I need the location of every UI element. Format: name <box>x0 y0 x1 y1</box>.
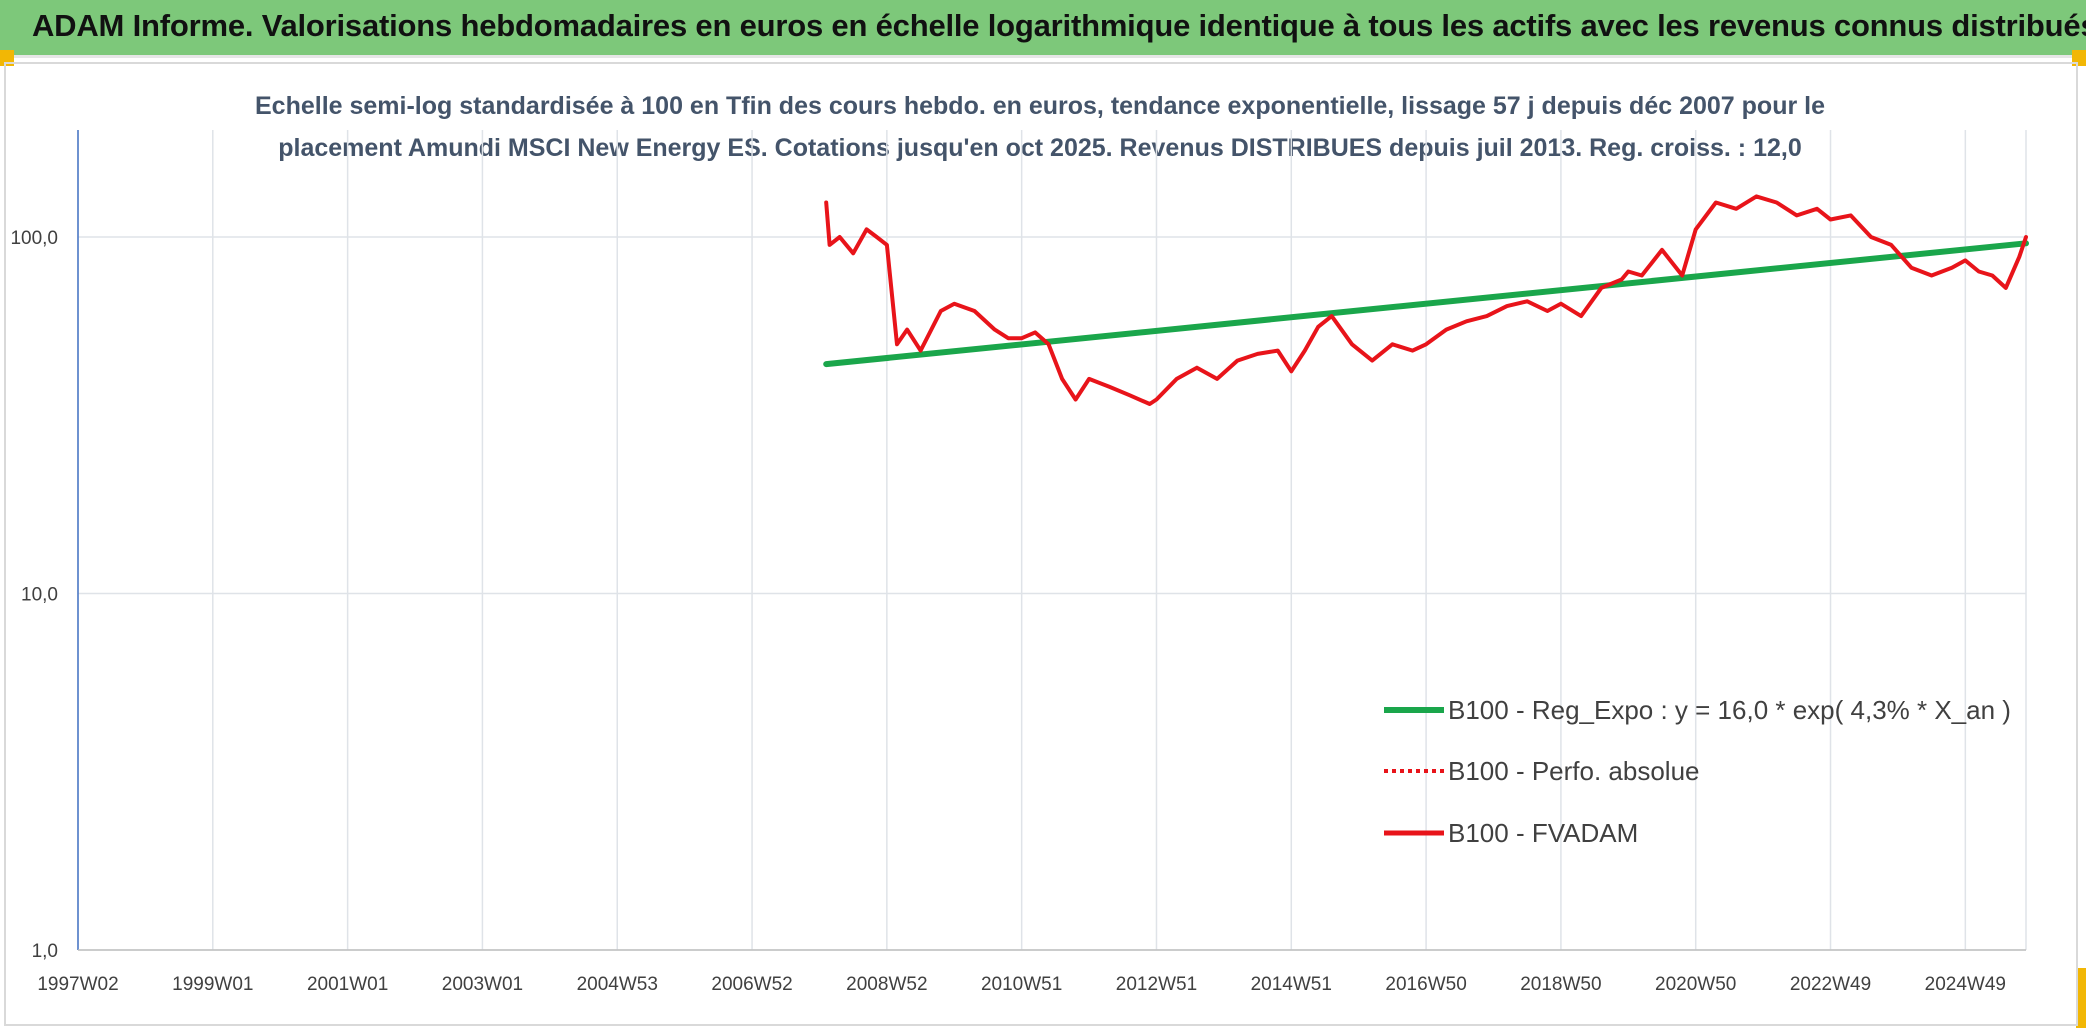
x-tick-label: 2003W01 <box>442 974 523 995</box>
x-tick-label: 1997W02 <box>37 974 118 995</box>
axes <box>77 130 2026 951</box>
x-tick-label: 1999W01 <box>172 974 253 995</box>
corner-marker-bottom-right <box>2076 968 2086 1028</box>
y-tick-label: 100,0 <box>10 228 58 249</box>
x-tick-label: 2006W52 <box>711 974 792 995</box>
x-tick-label: 2014W51 <box>1251 974 1332 995</box>
series-lines <box>823 194 2029 406</box>
x-tick-label: 2022W49 <box>1790 974 1871 995</box>
gridlines <box>77 130 2027 951</box>
report-title: ADAM Informe. Valorisations hebdomadaire… <box>32 8 2086 43</box>
legend: B100 - Reg_Expo : y = 16,0 * exp( 4,3% *… <box>1384 695 2011 848</box>
y-tick-label: 10,0 <box>21 585 58 606</box>
x-tick-label: 2020W50 <box>1655 974 1736 995</box>
chart-subtitle-line-1: Echelle semi-log standardisée à 100 en T… <box>255 92 1825 120</box>
x-tick-label: 2018W50 <box>1520 974 1601 995</box>
x-tick-label: 2016W50 <box>1385 974 1466 995</box>
x-tick-label: 2004W53 <box>577 974 658 995</box>
series-line-2 <box>824 194 2028 406</box>
x-tick-label: 2008W52 <box>846 974 927 995</box>
chart-subtitle-line-2: placement Amundi MSCI New Energy ES. Cot… <box>278 134 1801 162</box>
y-tick-label: 1,0 <box>32 941 58 962</box>
y-tick-labels: 1,0 10,0 100,0 <box>10 228 58 962</box>
title-banner: ADAM Informe. Valorisations hebdomadaire… <box>0 0 2086 58</box>
x-tick-label: 2024W49 <box>1925 974 2006 995</box>
series-line-0 <box>823 240 2029 368</box>
x-tick-label: 2012W51 <box>1116 974 1197 995</box>
legend-label-trend: B100 - Reg_Expo : y = 16,0 * exp( 4,3% *… <box>1448 695 2011 725</box>
legend-label-fvadam: B100 - FVADAM <box>1448 818 1638 848</box>
x-tick-label: 2001W01 <box>307 974 388 995</box>
legend-label-perf: B100 - Perfo. absolue <box>1448 756 1700 786</box>
x-tick-label: 2010W51 <box>981 974 1062 995</box>
chart-frame <box>4 62 2078 1026</box>
x-tick-labels: 1997W02 1999W01 2001W01 2003W01 2004W53 2006W… <box>37 974 2006 995</box>
